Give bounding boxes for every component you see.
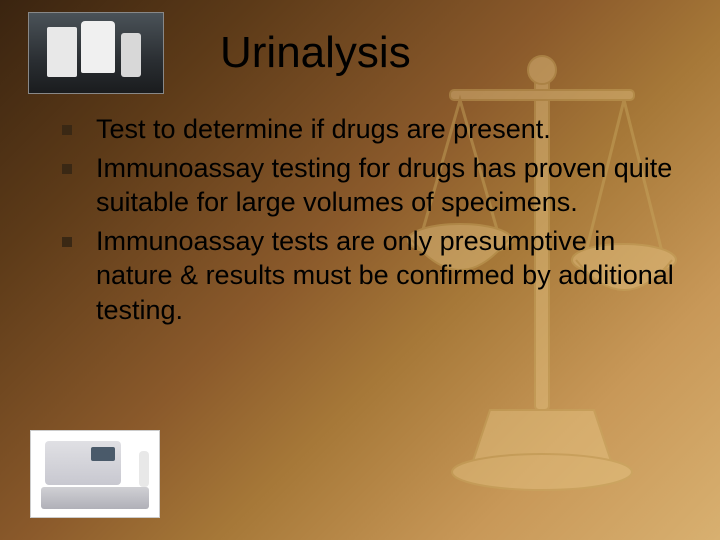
slide-content: Test to determine if drugs are present. … (0, 94, 720, 327)
bullet-item: Immunoassay testing for drugs has proven… (62, 151, 686, 220)
slide-header: Urinalysis (0, 0, 720, 94)
header-specimen-image (28, 12, 164, 94)
slide-title: Urinalysis (220, 28, 411, 78)
bullet-item: Immunoassay tests are only presumptive i… (62, 224, 686, 328)
bullet-item: Test to determine if drugs are present. (62, 112, 686, 147)
bullet-list: Test to determine if drugs are present. … (62, 112, 686, 327)
footer-device-image (30, 430, 160, 518)
